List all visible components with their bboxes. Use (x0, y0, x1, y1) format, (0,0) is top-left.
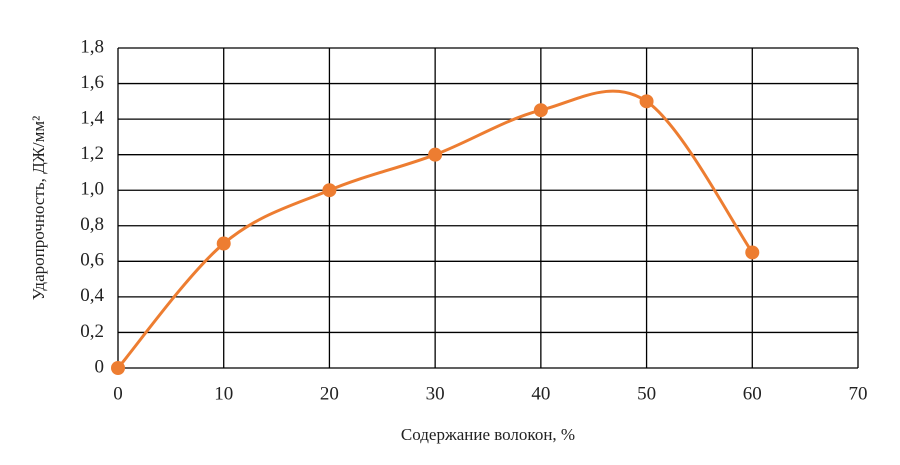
data-point (216, 236, 231, 251)
x-tick-label: 60 (743, 383, 762, 404)
data-point (639, 94, 654, 109)
y-tick-label: 0,8 (80, 214, 104, 235)
y-tick-label: 0,2 (80, 321, 104, 342)
x-tick-label: 70 (849, 383, 868, 404)
data-point (745, 245, 760, 260)
data-point (533, 103, 548, 118)
x-tick-label: 50 (637, 383, 656, 404)
data-point (111, 361, 125, 375)
y-tick-label: 0 (95, 356, 105, 377)
y-tick-label: 1,0 (80, 179, 104, 200)
y-tick-label: 1,6 (80, 72, 104, 93)
x-tick-label: 40 (531, 383, 550, 404)
y-tick-label: 0,4 (80, 285, 104, 306)
y-axis-title: Ударопрочность, ДЖ/мм² (29, 116, 48, 300)
y-tick-label: 1,4 (80, 107, 104, 128)
data-point (322, 183, 337, 198)
x-tick-label: 10 (214, 383, 233, 404)
y-tick-label: 0,6 (80, 250, 104, 271)
x-tick-label: 20 (320, 383, 339, 404)
x-tick-label: 30 (426, 383, 445, 404)
y-tick-label: 1,8 (80, 36, 104, 57)
data-point (428, 147, 443, 162)
x-tick-label: 0 (113, 383, 123, 404)
x-axis-title: Содержание волокон, % (401, 425, 575, 444)
y-tick-label: 1,2 (80, 143, 104, 164)
